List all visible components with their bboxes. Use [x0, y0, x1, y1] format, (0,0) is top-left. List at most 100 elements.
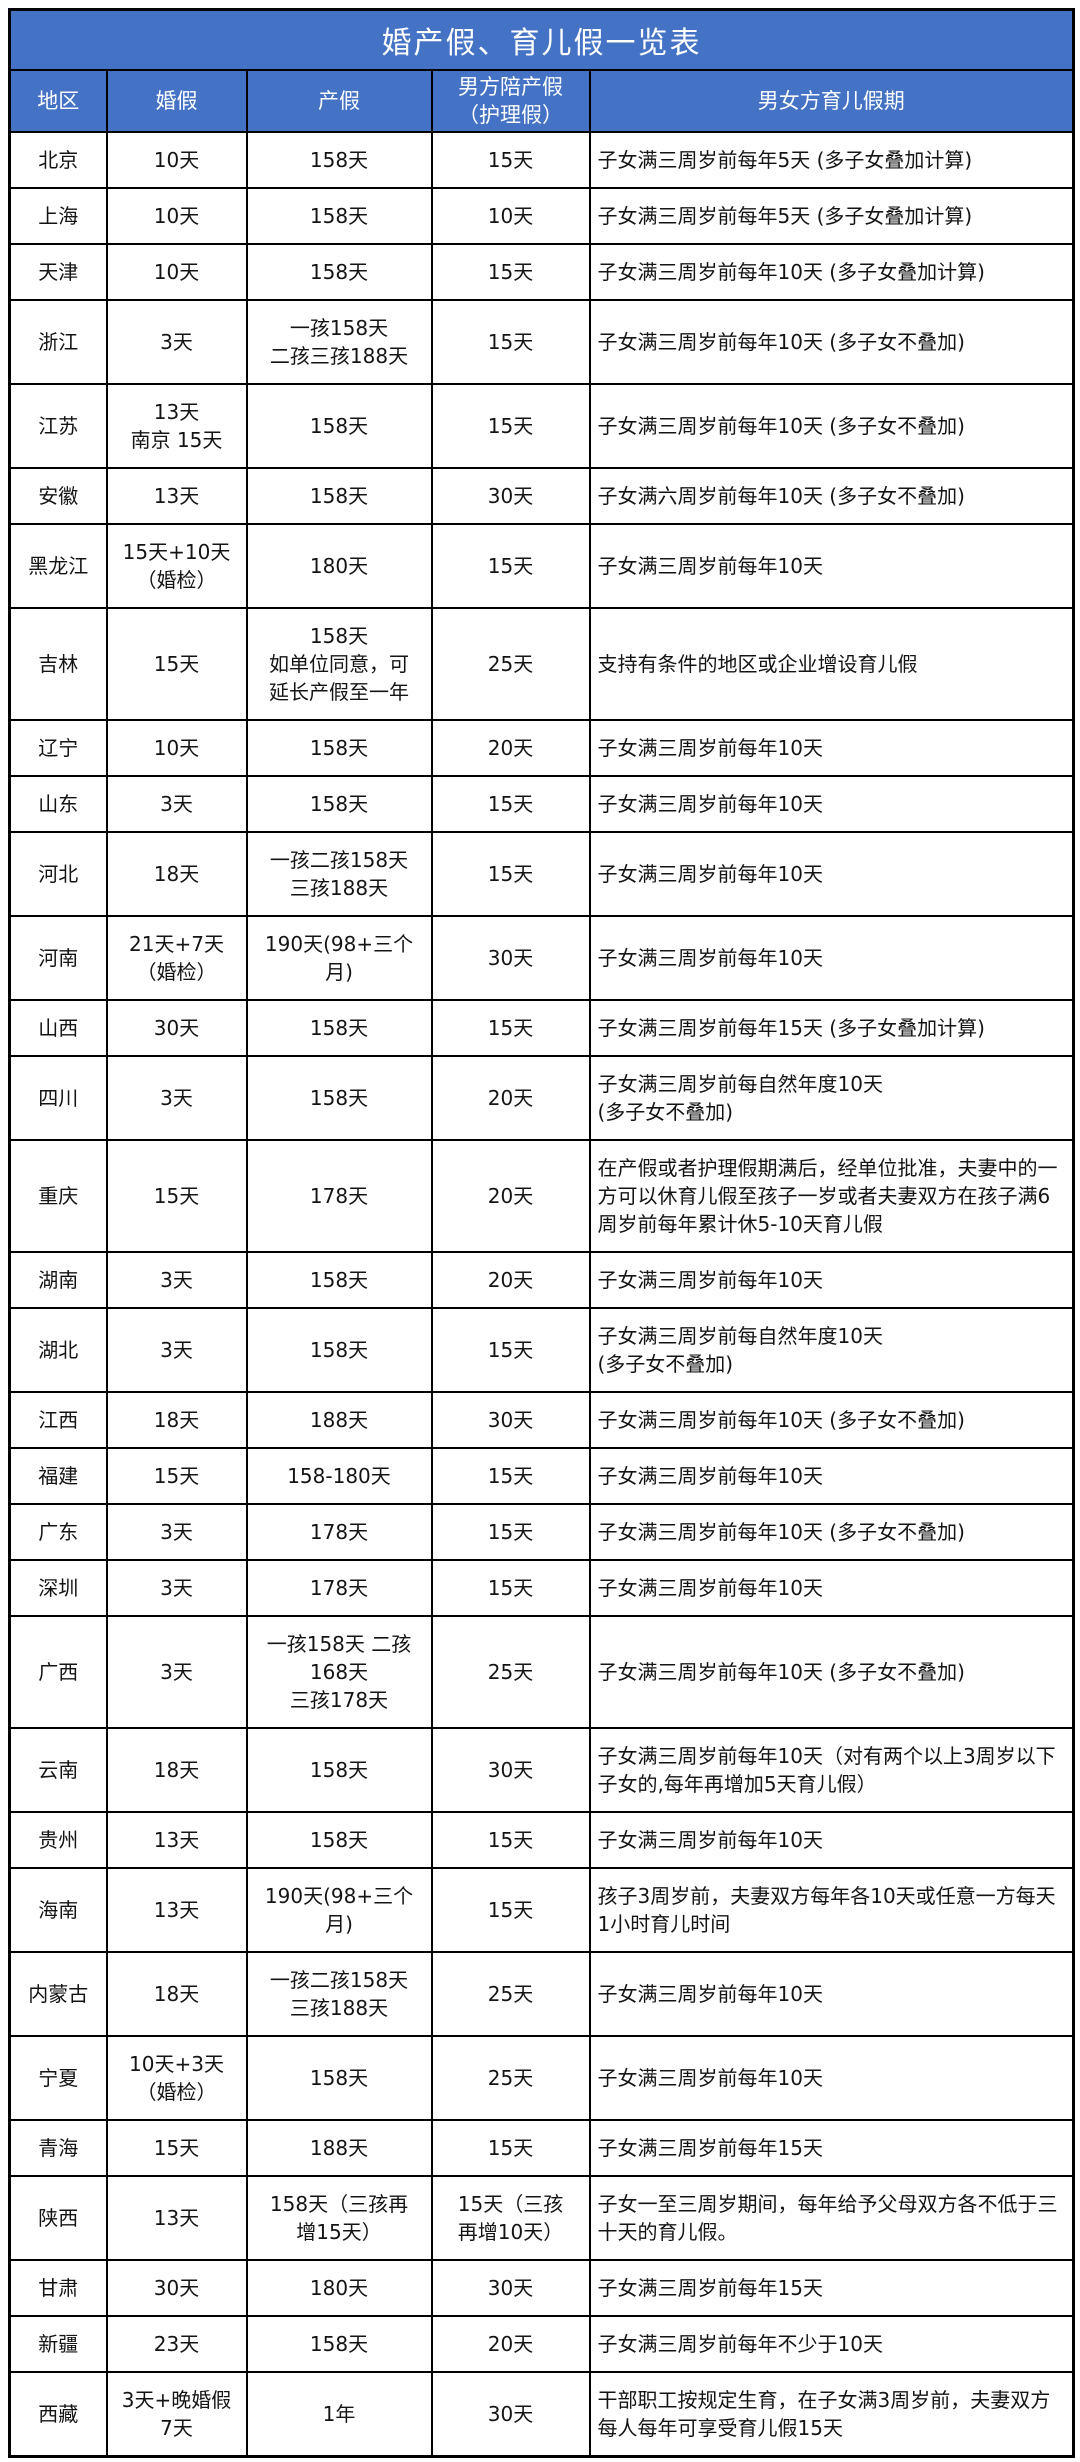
cell-marriage-leave: 18天 — [105, 830, 248, 917]
cell-parental-leave: 子女满三周岁前每年10天 — [588, 2034, 1075, 2121]
cell-region: 江西 — [8, 1390, 108, 1449]
cell-marriage-leave: 10天 — [105, 718, 248, 777]
cell-marriage-leave: 3天 — [105, 1306, 248, 1393]
cell-region: 江苏 — [8, 382, 108, 469]
cell-marriage-leave: 3天 — [105, 1614, 248, 1729]
cell-parental-leave: 子女满三周岁前每年10天 — [588, 774, 1075, 833]
table-row: 北京 10天 158天 15天 子女满三周岁前每年5天 (多子女叠加计算) — [8, 130, 1075, 189]
table-row: 河南 21天+7天 （婚检） 190天(98+三个 月) 30天 子女满三周岁前每年10… — [8, 914, 1075, 1001]
cell-marriage-leave: 18天 — [105, 1726, 248, 1813]
cell-paternity-leave: 30天 — [430, 914, 591, 1001]
table-row: 吉林 15天 158天 如单位同意，可 延长产假至一年 25天 支持有条件的地区或企业增… — [8, 606, 1075, 721]
column-header-paternity-leave: 男方陪产假 （护理假） — [430, 68, 591, 133]
cell-maternity-leave: 158天 — [245, 466, 433, 525]
cell-paternity-leave: 15天 — [430, 382, 591, 469]
cell-maternity-leave: 188天 — [245, 2118, 433, 2177]
cell-paternity-leave: 15天 — [430, 242, 591, 301]
cell-region: 西藏 — [8, 2370, 108, 2457]
table-row: 浙江 3天 一孩158天 二孩三孩188天 15天 子女满三周岁前每年10天 (多子女不… — [8, 298, 1075, 385]
cell-marriage-leave: 13天 — [105, 1810, 248, 1869]
table-row: 山西 30天 158天 15天 子女满三周岁前每年15天 (多子女叠加计算) — [8, 998, 1075, 1057]
table-row: 四川 3天 158天 20天 子女满三周岁前每自然年度10天 (多子女不叠加) — [8, 1054, 1075, 1141]
cell-maternity-leave: 178天 — [245, 1558, 433, 1617]
cell-parental-leave: 子女满三周岁前每年10天 (多子女不叠加) — [588, 298, 1075, 385]
table-row: 广西 3天 一孩158天 二孩 168天 三孩178天 25天 子女满三周岁前每年10天… — [8, 1614, 1075, 1729]
cell-region: 深圳 — [8, 1558, 108, 1617]
cell-region: 海南 — [8, 1866, 108, 1953]
cell-region: 新疆 — [8, 2314, 108, 2373]
cell-maternity-leave: 178天 — [245, 1138, 433, 1253]
cell-paternity-leave: 15天 — [430, 1810, 591, 1869]
cell-region: 河南 — [8, 914, 108, 1001]
cell-marriage-leave: 10天+3天 （婚检） — [105, 2034, 248, 2121]
cell-paternity-leave: 25天 — [430, 1950, 591, 2037]
cell-maternity-leave: 一孩二孩158天 三孩188天 — [245, 830, 433, 917]
cell-paternity-leave: 15天 — [430, 298, 591, 385]
table-row: 海南 13天 190天(98+三个 月) 15天 孩子3周岁前，夫妻双方每年各10天或任… — [8, 1866, 1075, 1953]
cell-marriage-leave: 3天 — [105, 1502, 248, 1561]
cell-region: 天津 — [8, 242, 108, 301]
cell-region: 内蒙古 — [8, 1950, 108, 2037]
cell-marriage-leave: 10天 — [105, 186, 248, 245]
cell-maternity-leave: 158天（三孩再 增15天） — [245, 2174, 433, 2261]
table-row: 重庆 15天 178天 20天 在产假或者护理假期满后，经单位批准，夫妻中的一方可以休育… — [8, 1138, 1075, 1253]
table-row: 山东 3天 158天 15天 子女满三周岁前每年10天 — [8, 774, 1075, 833]
cell-paternity-leave: 15天 — [430, 774, 591, 833]
cell-marriage-leave: 15天+10天 （婚检） — [105, 522, 248, 609]
cell-parental-leave: 子女满三周岁前每年10天 (多子女不叠加) — [588, 382, 1075, 469]
table-row: 黑龙江 15天+10天 （婚检） 180天 15天 子女满三周岁前每年10天 — [8, 522, 1075, 609]
cell-parental-leave: 子女满三周岁前每年10天 — [588, 522, 1075, 609]
cell-paternity-leave: 15天 — [430, 1558, 591, 1617]
cell-maternity-leave: 158天 — [245, 130, 433, 189]
cell-marriage-leave: 13天 — [105, 2174, 248, 2261]
column-header-marriage-leave: 婚假 — [105, 68, 248, 133]
column-header-region: 地区 — [8, 68, 108, 133]
cell-paternity-leave: 20天 — [430, 1138, 591, 1253]
cell-paternity-leave: 15天 — [430, 1306, 591, 1393]
cell-paternity-leave: 30天 — [430, 1726, 591, 1813]
cell-marriage-leave: 18天 — [105, 1390, 248, 1449]
table-body: 北京 10天 158天 15天 子女满三周岁前每年5天 (多子女叠加计算) 上海 10天 15… — [8, 130, 1075, 2457]
cell-maternity-leave: 158天 — [245, 998, 433, 1057]
table-row: 西藏 3天+晚婚假 7天 1年 30天 干部职工按规定生育，在子女满3周岁前，夫妻双方每… — [8, 2370, 1075, 2457]
cell-region: 浙江 — [8, 298, 108, 385]
table-row: 云南 18天 158天 30天 子女满三周岁前每年10天（对有两个以上3周岁以下子女的,… — [8, 1726, 1075, 1813]
cell-parental-leave: 子女满三周岁前每年5天 (多子女叠加计算) — [588, 130, 1075, 189]
cell-region: 湖南 — [8, 1250, 108, 1309]
cell-paternity-leave: 20天 — [430, 2314, 591, 2373]
cell-maternity-leave: 158天 — [245, 2314, 433, 2373]
cell-parental-leave: 子女一至三周岁期间，每年给予父母双方各不低于三十天的育儿假。 — [588, 2174, 1075, 2261]
cell-maternity-leave: 一孩158天 二孩 168天 三孩178天 — [245, 1614, 433, 1729]
cell-marriage-leave: 18天 — [105, 1950, 248, 2037]
cell-maternity-leave: 190天(98+三个 月) — [245, 914, 433, 1001]
cell-parental-leave: 支持有条件的地区或企业增设育儿假 — [588, 606, 1075, 721]
cell-maternity-leave: 158天 — [245, 242, 433, 301]
cell-marriage-leave: 3天 — [105, 774, 248, 833]
cell-maternity-leave: 158天 — [245, 718, 433, 777]
table-row: 安徽 13天 158天 30天 子女满六周岁前每年10天 (多子女不叠加) — [8, 466, 1075, 525]
cell-region: 湖北 — [8, 1306, 108, 1393]
cell-maternity-leave: 158天 — [245, 1306, 433, 1393]
cell-paternity-leave: 15天 — [430, 522, 591, 609]
cell-region: 陕西 — [8, 2174, 108, 2261]
cell-paternity-leave: 30天 — [430, 466, 591, 525]
cell-parental-leave: 子女满三周岁前每自然年度10天 (多子女不叠加) — [588, 1306, 1075, 1393]
cell-region: 云南 — [8, 1726, 108, 1813]
cell-paternity-leave: 15天 — [430, 998, 591, 1057]
cell-parental-leave: 子女满三周岁前每年10天 — [588, 1810, 1075, 1869]
cell-marriage-leave: 3天 — [105, 1250, 248, 1309]
cell-maternity-leave: 158天 — [245, 2034, 433, 2121]
cell-marriage-leave: 13天 — [105, 1866, 248, 1953]
cell-region: 山西 — [8, 998, 108, 1057]
leave-table: 婚产假、育儿假一览表 地区 婚假 产假 男方陪产假 （护理假） 男女方育儿假期 北京 10… — [8, 8, 1076, 2458]
cell-marriage-leave: 30天 — [105, 998, 248, 1057]
cell-region: 广西 — [8, 1614, 108, 1729]
cell-maternity-leave: 190天(98+三个 月) — [245, 1866, 433, 1953]
cell-marriage-leave: 3天 — [105, 298, 248, 385]
cell-maternity-leave: 158天 — [245, 186, 433, 245]
cell-paternity-leave: 30天 — [430, 2258, 591, 2317]
cell-maternity-leave: 188天 — [245, 1390, 433, 1449]
cell-parental-leave: 子女满六周岁前每年10天 (多子女不叠加) — [588, 466, 1075, 525]
table-row: 青海 15天 188天 15天 子女满三周岁前每年15天 — [8, 2118, 1075, 2177]
